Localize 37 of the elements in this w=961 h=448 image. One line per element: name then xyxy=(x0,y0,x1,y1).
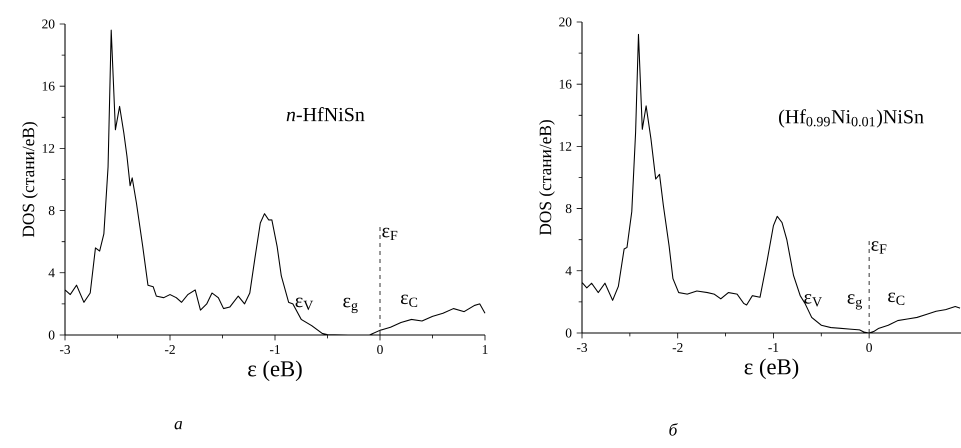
y-tick-label: 8 xyxy=(48,206,54,216)
annotation: ε$_{g}$ xyxy=(343,298,358,314)
x-axis-title: ε (еВ) xyxy=(248,360,302,382)
y-tick-label: 0 xyxy=(48,330,54,340)
x-tick-label: 0 xyxy=(866,343,872,352)
y-axis-title: DOS (стани/еВ) xyxy=(22,122,38,238)
y-tick-label: 4 xyxy=(566,266,572,276)
y-tick-label: 20 xyxy=(42,19,54,28)
x-tick-label: -1 xyxy=(768,343,778,352)
annotation: ε$_{C}$ xyxy=(400,294,418,308)
ref-line-label: ε$_{F}$ xyxy=(871,241,886,254)
y-tick-label: 0 xyxy=(566,328,572,338)
x-tick-label: -1 xyxy=(270,345,280,354)
x-tick-label: -3 xyxy=(576,343,588,352)
y-axis-title: DOS (стани/еВ) xyxy=(539,120,555,236)
x-axis-title: ε (еВ) xyxy=(744,358,798,380)
y-tick-label: 12 xyxy=(560,142,572,151)
x-tick-label: -3 xyxy=(60,345,70,354)
annotation: ε$_{g}$ xyxy=(848,294,862,310)
x-tick-label: 0 xyxy=(377,345,383,354)
text: (Hf$_{0.99}$Ni$_{0.01}$)NiSn xyxy=(779,109,924,128)
text: n-HfNiSn xyxy=(286,107,365,122)
y-tick-label: 12 xyxy=(42,144,54,153)
ref-line-label: ε$_{F}$ xyxy=(382,228,398,240)
annotation: ε$_{C}$ xyxy=(888,292,904,306)
x-tick-label: -2 xyxy=(164,345,175,354)
x-tick-label: -2 xyxy=(672,343,683,352)
annotation: ε$_{V}$ xyxy=(296,298,314,310)
y-tick-label: 20 xyxy=(559,17,572,26)
text: а xyxy=(174,421,182,430)
y-tick-label: 16 xyxy=(42,82,55,91)
y-tick-label: 4 xyxy=(48,268,55,278)
text: б xyxy=(669,423,678,436)
x-tick-label: 1 xyxy=(482,345,488,354)
y-tick-label: 8 xyxy=(566,204,572,214)
annotation: ε$_{V}$ xyxy=(804,294,822,307)
y-tick-label: 16 xyxy=(560,80,572,89)
